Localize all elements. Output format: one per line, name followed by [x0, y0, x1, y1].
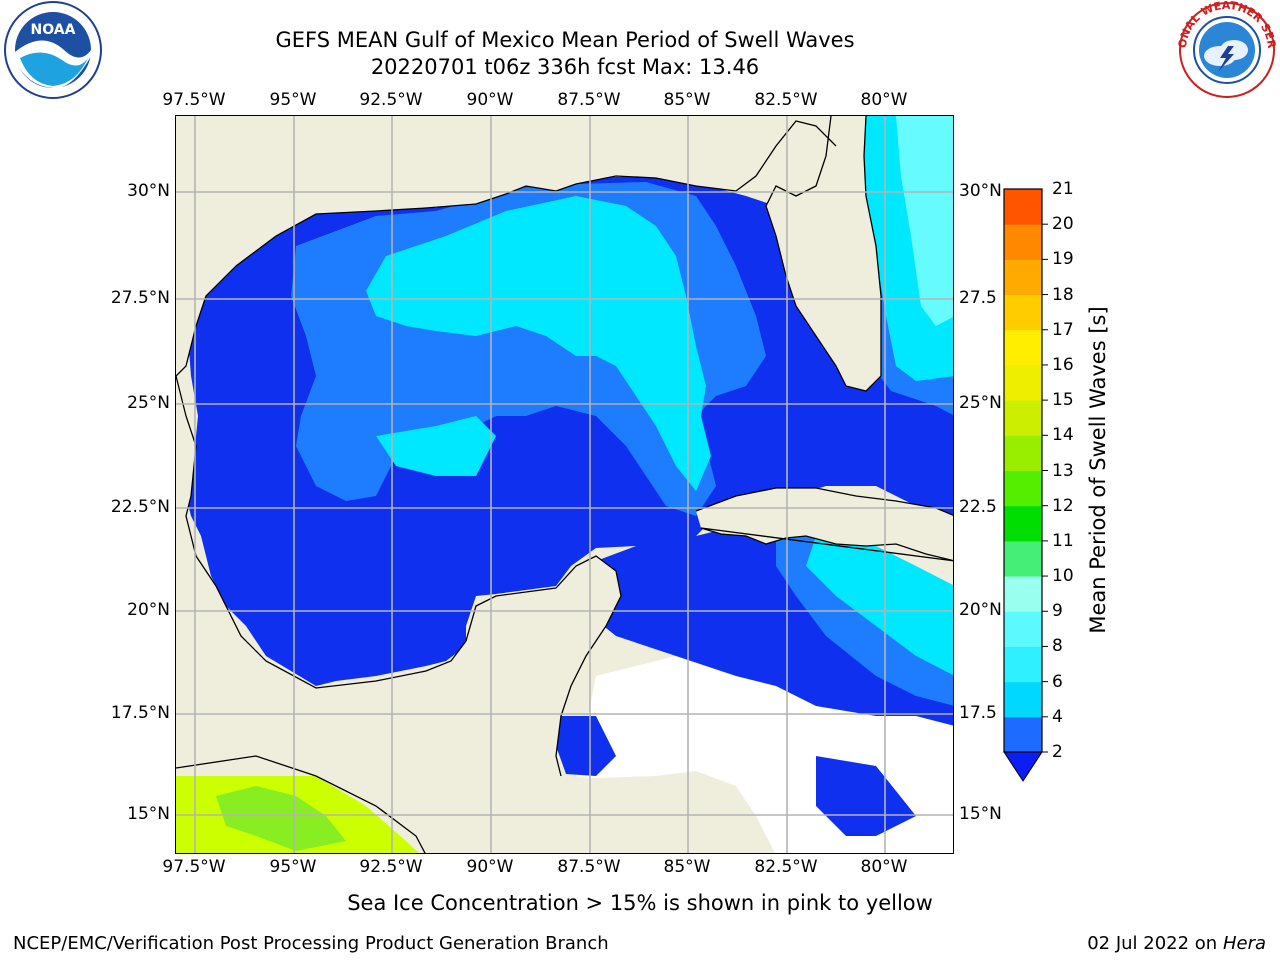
colorbar-segment	[1004, 329, 1042, 366]
colorbar-segment	[1004, 646, 1042, 683]
colorbar-tick-label: 10	[1052, 566, 1074, 587]
lat-label-left: 25°N	[127, 393, 170, 413]
colorbar-segment	[1004, 611, 1042, 647]
land-us-gulf-coast	[176, 116, 841, 376]
lon-label-top: 95°W	[269, 90, 317, 110]
nws-logo: NATIONAL WEATHER SERVICE	[1171, 0, 1278, 100]
colorbar-tick-label: 14	[1052, 425, 1074, 446]
host-name: Hera	[1222, 933, 1266, 954]
swell-2-4s-caribbean	[591, 526, 953, 726]
lon-label-bottom: 90°W	[466, 857, 514, 877]
coastline-us	[176, 120, 837, 377]
lat-label-right: 20°N	[959, 600, 1002, 620]
map-panel	[175, 115, 954, 854]
colorbar-segment	[1004, 505, 1042, 542]
graticule	[176, 116, 953, 853]
gulf-map	[176, 116, 953, 853]
colorbar-label: Mean Period of Swell Waves [s]	[1086, 306, 1110, 634]
swell-2-4s-caribbean-se	[816, 756, 916, 836]
colorbar-segment	[1004, 435, 1042, 471]
colorbar-tick-label: 16	[1052, 354, 1074, 375]
colorbar-tick-label: 4	[1052, 706, 1063, 727]
date-stamp: 02 Jul 2022 on Hera	[1087, 933, 1266, 954]
lon-label-bottom: 87.5°W	[557, 857, 621, 877]
coastline-florida	[765, 116, 882, 392]
swell-8-9s-atlantic	[896, 116, 953, 326]
land-cuba	[696, 488, 953, 561]
lon-label-top: 85°W	[663, 90, 711, 110]
coastline-mexico	[176, 375, 622, 777]
lon-label-bottom: 97.5°W	[162, 857, 226, 877]
colorbar-segment	[1004, 400, 1042, 436]
colorbar-tick-label: 9	[1052, 601, 1063, 622]
lat-label-right: 27.5	[959, 288, 997, 308]
colorbar-segment	[1004, 259, 1042, 296]
swell-6-8s-caribbean	[806, 536, 953, 675]
colorbar-segment	[1004, 364, 1042, 401]
plot-title: GEFS MEAN Gulf of Mexico Mean Period of …	[275, 28, 855, 52]
colorbar-tick-label: 20	[1052, 214, 1074, 235]
colorbar-tick-label: 8	[1052, 636, 1063, 657]
plot-subtitle: 20220701 t06z 336h fcst Max: 13.46	[370, 55, 760, 79]
lon-label-top: 82.5°W	[754, 90, 818, 110]
colorbar-tick-label: 18	[1052, 284, 1074, 305]
colorbar-extend-triangle	[1003, 751, 1043, 782]
colorbar-segment	[1004, 189, 1042, 225]
colorbar-tick-label: 11	[1052, 530, 1074, 551]
lat-label-right: 22.5	[959, 497, 997, 517]
lat-label-left: 17.5°N	[110, 703, 170, 723]
colorbar-segment	[1004, 540, 1042, 577]
colorbar-segment	[1004, 576, 1042, 612]
sea-ice-low	[216, 786, 346, 851]
colorbar-segment	[1004, 470, 1042, 507]
lat-label-right: 17.5	[959, 703, 997, 723]
lat-label-right: 15°N	[959, 804, 1002, 824]
lon-label-top: 80°W	[860, 90, 908, 110]
lat-label-left: 20°N	[127, 600, 170, 620]
colorbar-segment	[1004, 681, 1042, 718]
lat-label-left: 22.5°N	[110, 497, 170, 517]
colorbar-segment	[1004, 224, 1042, 260]
lon-label-top: 90°W	[466, 90, 514, 110]
lat-label-left: 15°N	[127, 804, 170, 824]
colorbar-tick-label: 13	[1052, 460, 1074, 481]
noaa-logo: NOAA	[2, 0, 104, 100]
colorbar-segment	[1004, 716, 1042, 753]
lon-label-bottom: 82.5°W	[754, 857, 818, 877]
sea-ice-note: Sea Ice Concentration > 15% is shown in …	[347, 891, 933, 915]
swell-2-4s-caribbean-south	[556, 716, 616, 776]
lat-label-right: 25°N	[959, 393, 1002, 413]
swell-6-8s-gulf	[366, 196, 711, 491]
colorbar-tick-label: 2	[1052, 742, 1063, 762]
colorbar-tick-label: 19	[1052, 249, 1074, 270]
lon-label-top: 97.5°W	[162, 90, 226, 110]
coastline-central-america	[176, 755, 426, 853]
colorbar	[1003, 188, 1048, 782]
swell-6-8s-west	[376, 416, 496, 476]
colorbar-tick-label: 15	[1052, 390, 1074, 411]
lon-label-top: 92.5°W	[359, 90, 423, 110]
lat-label-left: 27.5°N	[110, 288, 170, 308]
land-florida	[766, 116, 881, 391]
lon-label-bottom: 85°W	[663, 857, 711, 877]
lon-label-bottom: 92.5°W	[359, 857, 423, 877]
lon-label-bottom: 95°W	[269, 857, 317, 877]
land-mexico	[176, 376, 775, 853]
lat-label-right: 30°N	[959, 181, 1002, 201]
colorbar-tick-label: 12	[1052, 495, 1074, 516]
colorbar-tick-label: 21	[1052, 179, 1074, 199]
lon-label-top: 87.5°W	[557, 90, 621, 110]
colorbar-segment	[1004, 294, 1042, 331]
credit-text: NCEP/EMC/Verification Post Processing Pr…	[13, 933, 609, 954]
colorbar-tick-label: 6	[1052, 671, 1063, 692]
svg-text:NOAA: NOAA	[31, 22, 76, 38]
colorbar-tick-label: 17	[1052, 319, 1074, 340]
lat-label-left: 30°N	[127, 181, 170, 201]
coastline-cuba	[695, 487, 953, 562]
lon-label-bottom: 80°W	[860, 857, 908, 877]
